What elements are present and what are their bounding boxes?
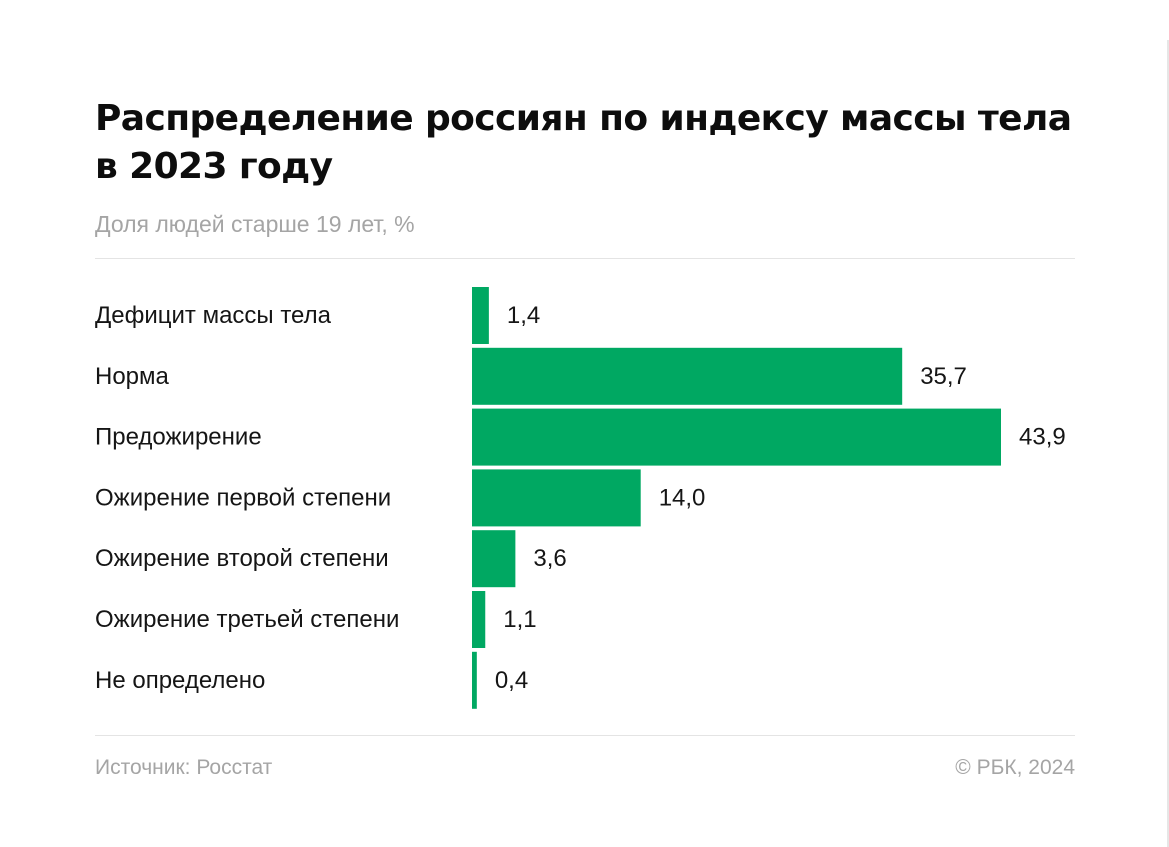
- category-label: Ожирение второй степени: [95, 545, 389, 572]
- bottom-divider: [95, 735, 1075, 736]
- bar: [472, 530, 516, 588]
- bar: [472, 591, 486, 648]
- bar: [472, 408, 1001, 466]
- value-label: 35,7: [920, 363, 967, 390]
- bar: [472, 287, 489, 344]
- category-label: Предожирение: [95, 424, 262, 451]
- source-note: Источник: Росстат: [95, 756, 273, 779]
- value-label: 0,4: [495, 667, 528, 694]
- copyright-note: © РБК, 2024: [955, 756, 1075, 779]
- category-label: Дефицит массы тела: [95, 302, 332, 329]
- category-label: Ожирение третьей степени: [95, 606, 399, 633]
- right-edge-divider: [1167, 40, 1169, 847]
- value-label: 43,9: [1019, 424, 1066, 451]
- chart-card: Распределение россиян по индексу массы т…: [95, 95, 1075, 779]
- value-label: 3,6: [533, 545, 566, 572]
- value-label: 14,0: [659, 484, 706, 511]
- value-label: 1,4: [507, 302, 540, 329]
- bar-chart: Дефицит массы тела 1,4 Норма 35,7 Предожирен…: [95, 287, 1066, 709]
- top-divider: [95, 258, 1075, 259]
- bar: [472, 651, 477, 709]
- category-label: Не определено: [95, 667, 265, 694]
- bar: [472, 469, 641, 527]
- bar: [472, 347, 903, 405]
- value-label: 1,1: [503, 606, 536, 633]
- chart-title: Распределение россиян по индексу массы т…: [95, 98, 1072, 187]
- category-label: Норма: [95, 363, 170, 390]
- chart-subtitle: Доля людей старше 19 лет, %: [95, 211, 415, 237]
- category-label: Ожирение первой степени: [95, 484, 391, 511]
